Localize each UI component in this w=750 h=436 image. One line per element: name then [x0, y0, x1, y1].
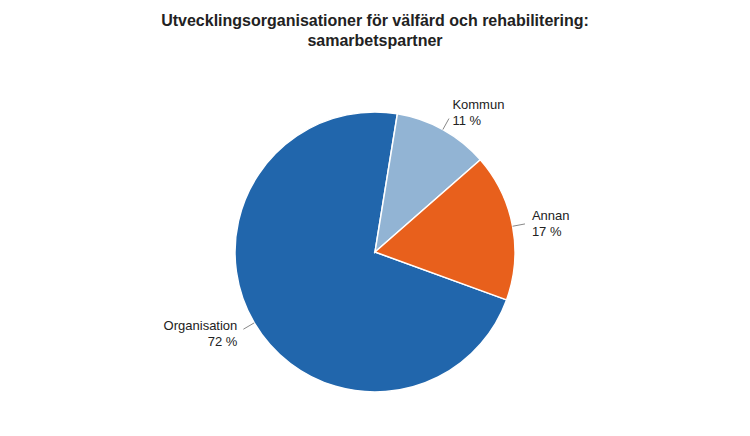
slice-label: Annan17 %	[532, 208, 570, 239]
slice-value: 72 %	[208, 334, 238, 349]
slice-value: 11 %	[452, 113, 481, 128]
leader-line	[513, 224, 525, 226]
chart-title: Utvecklingsorganisationer för välfärd oc…	[161, 12, 589, 49]
chart-container: Utvecklingsorganisationer för välfärd oc…	[0, 0, 750, 436]
title-line: samarbetspartner	[307, 32, 442, 49]
slices	[235, 112, 515, 392]
leader-line	[443, 119, 449, 130]
leader-line	[243, 323, 254, 329]
slice-category: Annan	[532, 208, 570, 223]
slice-category: Organisation	[164, 318, 238, 333]
slice-category: Kommun	[452, 97, 504, 112]
labels: Organisation72 % Kommun11 % Annan17 %	[164, 97, 570, 348]
title-line: Utvecklingsorganisationer för välfärd oc…	[161, 12, 589, 29]
chart-svg: Utvecklingsorganisationer för välfärd oc…	[0, 0, 750, 436]
background	[0, 0, 750, 436]
slice-label: Organisation72 %	[164, 318, 238, 349]
pie-slice	[375, 160, 515, 300]
slice-label: Kommun11 %	[452, 97, 504, 128]
slice-value: 17 %	[532, 224, 562, 239]
